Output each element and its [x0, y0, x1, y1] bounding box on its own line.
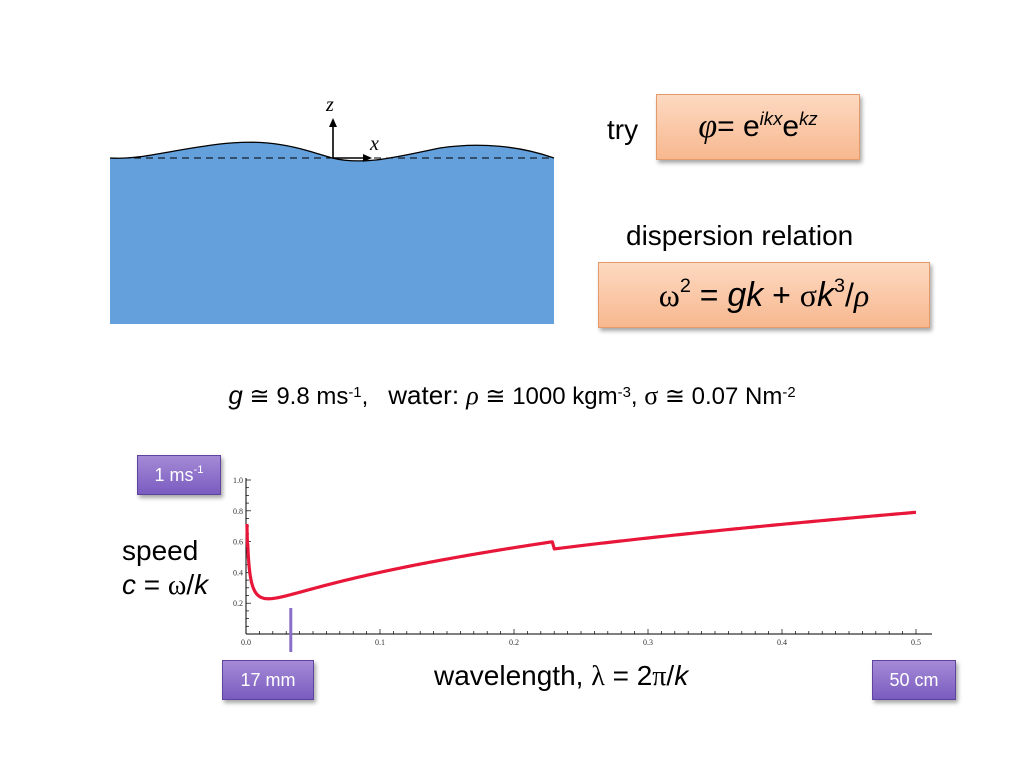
omega-squared: 2 [679, 274, 691, 297]
speed-unit-box: 1 ms -1 [137, 455, 221, 495]
gk-term: gk [727, 275, 764, 314]
y-tick-label: 0.2 [233, 599, 243, 608]
water-wave-diagram [109, 118, 555, 324]
chart-ticks: 0.0 0.1 0.2 0.3 0.4 0.5 0.2 0.4 0.6 0.8 1.0 [233, 476, 921, 647]
sigma-exponent: -2 [782, 385, 796, 402]
trial-solution-box: φ = e ikx e kz [656, 94, 860, 160]
dispersion-relation-label: dispersion relation [626, 220, 854, 251]
dispersion-speed-chart: 0.0 0.1 0.2 0.3 0.4 0.5 0.2 0.4 0.6 0.8 1.0 [233, 476, 932, 652]
y-tick-label: 0.6 [233, 538, 243, 547]
k-cubed: 3 [833, 274, 845, 297]
wavelength-axis-label: wavelength, λ = 2π/k [434, 660, 688, 693]
x-axis-arrowhead [363, 154, 372, 162]
g-symbol: g [228, 380, 243, 410]
try-label: try [607, 114, 639, 145]
constants-comma: , [630, 383, 645, 410]
speed-curve [245, 510, 917, 601]
physical-constants: g ≅ 9.8 ms-1, water: ρ ≅ 1000 kgm-3, σ ≅… [0, 380, 1024, 411]
trial-equals-e: = e [717, 110, 760, 143]
k-term: k [816, 275, 834, 314]
trial-exponent-ikx: ikx [759, 107, 783, 129]
omega-speed-symbol: ω [167, 569, 187, 601]
trial-exponent-kz: kz [799, 107, 818, 129]
wavelength-eq: = 2 [604, 660, 653, 691]
omega-symbol: ω [658, 276, 680, 313]
x-tick-label: 0.5 [911, 638, 921, 647]
disp-slash: / [844, 276, 854, 313]
water-label: water: [388, 380, 467, 410]
water-body [110, 142, 554, 324]
g-value: ≅ 9.8 ms [242, 383, 349, 410]
min-wavelength-text: 17 mm [240, 669, 296, 690]
z-axis-arrowhead [329, 118, 337, 127]
y-tick-label: 0.4 [233, 568, 243, 577]
sigma-const-symbol: σ [644, 381, 659, 410]
min-wavelength-box: 17 mm [222, 660, 314, 700]
disp-equals: = [690, 276, 728, 313]
c-slash: / [186, 568, 195, 600]
rho-const-symbol: ρ [466, 381, 479, 410]
chart-axes [245, 478, 932, 635]
phi-symbol: φ [698, 108, 718, 145]
max-wavelength-box: 50 cm [872, 660, 956, 700]
y-tick-label: 0.8 [233, 507, 243, 516]
disp-plus: + [763, 276, 800, 313]
constants-separator: , [361, 383, 389, 410]
x-tick-label: 0.3 [643, 638, 653, 647]
pi-symbol: π [652, 661, 667, 692]
speed-axis-label: speed c = ω/k [122, 534, 208, 602]
max-wavelength-text: 50 cm [889, 669, 939, 690]
lambda-symbol: λ [591, 661, 605, 692]
c-symbol: c [122, 568, 136, 600]
speed-unit-text: 1 ms [154, 464, 194, 485]
rho-value: ≅ 1000 kgm [478, 383, 618, 410]
sigma-symbol: σ [799, 276, 817, 313]
z-axis-label: z [326, 94, 334, 116]
x-tick-label: 0.1 [375, 638, 385, 647]
k-wavelength-symbol: k [674, 660, 689, 691]
g-exponent: -1 [348, 385, 362, 402]
x-tick-label: 0.4 [777, 638, 787, 647]
k-speed-symbol: k [194, 568, 209, 600]
rho-symbol: ρ [853, 276, 870, 313]
sigma-value: ≅ 0.07 Nm [658, 383, 783, 410]
speed-formula: c = ω/k [122, 568, 208, 603]
wavelength-text: wavelength, [434, 660, 592, 691]
x-axis-label: x [370, 133, 379, 155]
chart-lines [245, 510, 917, 652]
y-tick-label: 1.0 [233, 476, 243, 485]
speed-unit-exponent: -1 [193, 463, 204, 476]
c-equals: = [136, 568, 168, 600]
x-tick-label: 0.2 [509, 638, 519, 647]
trial-e2: e [782, 110, 800, 143]
x-tick-label: 0.0 [241, 638, 251, 647]
speed-word: speed [122, 535, 199, 566]
wavelength-slash: / [666, 660, 675, 691]
rho-exponent: -3 [617, 385, 631, 402]
